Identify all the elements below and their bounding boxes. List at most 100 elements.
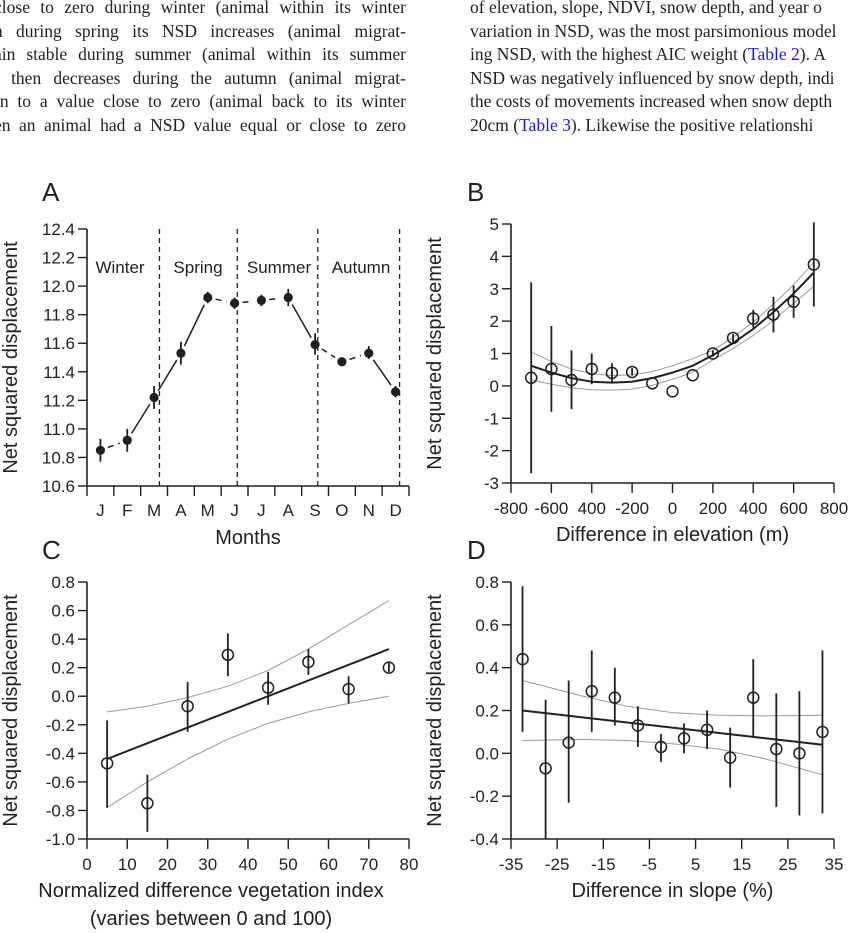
data-point	[122, 435, 132, 445]
table-reference-link[interactable]: Table 2	[748, 44, 800, 65]
y-tick-label: -0.4	[470, 830, 499, 849]
x-tick-label: M	[147, 501, 161, 520]
text-segment: ing NSD, with the highest AIC weight (	[470, 44, 749, 65]
y-axis-label: Net squared displacement	[424, 594, 446, 827]
data-point	[261, 681, 275, 694]
text-segment: ). A	[799, 44, 827, 65]
x-tick-label: 0	[668, 499, 677, 518]
panel-label: A	[42, 177, 60, 207]
fit-line	[522, 709, 823, 746]
text-line: l then decreases during the autumn (anim…	[0, 67, 406, 88]
x-tick-label: A	[175, 501, 187, 520]
x-tick-label: -35	[499, 855, 524, 874]
x-tick-label: 80	[400, 855, 419, 874]
text-segment: ). Likewise the positive relationshi	[570, 114, 814, 135]
x-tick-label: N	[363, 501, 375, 520]
y-tick-label: 1	[490, 345, 499, 364]
x-tick-label: 40	[239, 855, 258, 874]
series-segment	[269, 297, 281, 301]
y-tick-label: 0.2	[51, 659, 75, 678]
text-line: 20cm (Table 3). Likewise the positive re…	[470, 114, 837, 138]
season-label: Spring	[173, 258, 222, 277]
x-tick-label: F	[122, 501, 132, 520]
y-tick-label: 0	[490, 377, 499, 396]
y-tick-label: 0.8	[51, 573, 75, 592]
y-tick-label: 11.0	[43, 420, 75, 439]
series-segment	[349, 354, 362, 361]
text-line: variation in NSD, was the most parsimoni…	[470, 20, 837, 44]
x-tick-label: -200	[615, 499, 649, 518]
y-tick-label: 0.8	[475, 573, 499, 592]
y-tick-label: -0.2	[470, 787, 499, 806]
data-point	[807, 258, 821, 271]
chart-panel-c: C -1.0 -0.8 -0.6 -0.4 -0.2 0.0 0.2 0.4 0.6 0.8 0 10 2…	[0, 535, 418, 930]
data-point	[625, 365, 639, 379]
x-tick-label: 600	[779, 499, 807, 518]
data-point	[605, 366, 619, 380]
data-point	[700, 723, 714, 737]
data-point	[221, 648, 235, 662]
table-reference-link[interactable]: Table 3	[519, 114, 571, 135]
x-tick-label: -800	[494, 499, 528, 518]
data-point	[256, 295, 267, 305]
fit-line	[530, 271, 815, 384]
x-tick-label: 30	[198, 855, 217, 874]
text-line: ain stable during summer (animal within …	[0, 44, 406, 65]
data-point	[149, 392, 159, 403]
ci-lower-line	[531, 285, 815, 391]
y-tick-label: -0.2	[46, 716, 75, 735]
x-tick-label: 35	[825, 855, 844, 874]
text-line: close to zero during winter (animal with…	[0, 0, 406, 17]
x-tick-label: A	[283, 501, 295, 520]
y-tick-label: 0.2	[475, 702, 499, 721]
data-point	[565, 373, 578, 387]
series-segment	[321, 348, 336, 359]
x-axis-label: Normalized difference vegetation index	[38, 880, 383, 902]
x-tick-label: 15	[732, 855, 751, 874]
y-tick-label: 11.6	[43, 334, 75, 353]
data-point	[726, 331, 740, 345]
data-point	[723, 751, 737, 764]
data-point	[585, 684, 598, 698]
data-point	[747, 691, 760, 704]
y-tick-label: -3	[484, 474, 499, 493]
x-tick-label: 60	[319, 855, 338, 874]
data-point	[100, 757, 114, 770]
data-point	[562, 736, 575, 749]
data-point	[585, 362, 598, 376]
y-tick-label: 4	[490, 247, 499, 266]
ci-upper-line	[107, 600, 390, 713]
x-tick-label: -25	[545, 855, 570, 874]
data-point	[337, 357, 347, 367]
y-tick-label: 10.8	[42, 448, 75, 467]
data-point	[516, 652, 529, 666]
data-point	[382, 661, 396, 674]
data-point	[686, 368, 699, 382]
data-point	[141, 797, 154, 810]
series-segment	[215, 298, 227, 303]
series-segment	[107, 442, 121, 449]
x-tick-label: 400	[578, 499, 606, 518]
data-point	[95, 445, 106, 455]
x-tick-label: 10	[118, 855, 137, 874]
data-point	[631, 719, 645, 732]
series-segment	[157, 359, 178, 392]
text-line: of elevation, slope, NDVI, snow depth, a…	[470, 0, 837, 20]
x-tick-label: 20	[158, 855, 177, 874]
y-tick-label: -2	[484, 442, 499, 461]
chart-panel-b: B -3 -2 -1 0 1 2 3 4 5 -800 -600 400 -200 0 200 400 600 80…	[424, 177, 848, 546]
y-tick-label: -0.6	[46, 773, 75, 792]
x-tick-label: 70	[359, 855, 378, 874]
panel-label: D	[467, 535, 486, 565]
data-point	[176, 348, 186, 358]
x-tick-label: 5	[691, 855, 700, 874]
x-tick-label: M	[201, 501, 215, 520]
data-point	[342, 682, 355, 696]
y-tick-label: 11.8	[43, 306, 75, 325]
chart-panel-d: D -0.4 -0.2 0.0 0.2 0.4 0.6 0.8 -35 -25 -15 -5 5 15 25…	[424, 535, 843, 902]
ci-upper-line	[522, 680, 823, 717]
x-tick-label: O	[335, 501, 348, 520]
x-tick-label: D	[389, 501, 401, 520]
data-point	[787, 295, 800, 308]
